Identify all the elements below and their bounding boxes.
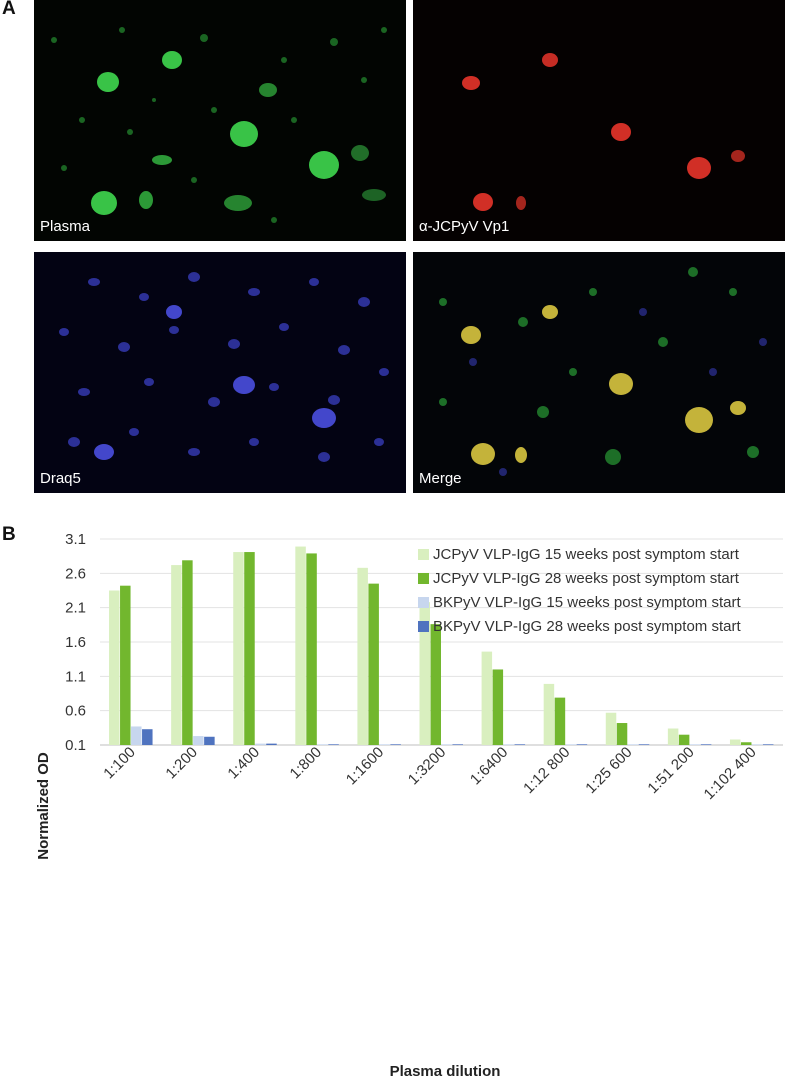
bar bbox=[762, 744, 774, 745]
bar bbox=[554, 697, 566, 745]
micrograph-caption: Merge bbox=[419, 470, 462, 487]
bar bbox=[131, 726, 142, 745]
plasma-stain-image bbox=[51, 27, 387, 223]
bar bbox=[390, 744, 401, 745]
x-tick-label: 1:200 bbox=[162, 744, 201, 783]
micrograph-merge: Merge bbox=[413, 252, 785, 493]
x-tick-label: 1:25 600 bbox=[582, 744, 635, 797]
bar bbox=[576, 744, 588, 745]
bar bbox=[729, 739, 741, 745]
bar bbox=[667, 728, 679, 745]
legend-label: JCPyV VLP-IgG 15 weeks post symptom star… bbox=[433, 546, 740, 563]
micrograph-caption: Draq5 bbox=[40, 470, 81, 487]
bar bbox=[751, 744, 763, 745]
y-tick-label: 0.1 bbox=[65, 737, 86, 754]
bar bbox=[481, 651, 493, 745]
legend-label: JCPyV VLP-IgG 28 weeks post symptom star… bbox=[433, 570, 740, 587]
bar bbox=[295, 546, 306, 745]
bar bbox=[503, 744, 515, 745]
micrograph-draq5: Draq5 bbox=[34, 252, 406, 493]
panel-b-label: B bbox=[2, 524, 16, 545]
bar bbox=[255, 743, 266, 745]
bar bbox=[328, 744, 339, 745]
bar bbox=[565, 744, 577, 745]
bar bbox=[357, 567, 368, 745]
od-bar-chart: 0.1 0.6 1.1 1.6 2.1 2.6 3.1 1:100 1:200 1:400 1:8… bbox=[35, 531, 783, 1079]
bar bbox=[317, 744, 328, 745]
legend-label: BKPyV VLP-IgG 28 weeks post symptom star… bbox=[433, 618, 741, 635]
bar bbox=[171, 565, 182, 745]
legend-swatch bbox=[418, 597, 429, 608]
x-tick-label: 1:800 bbox=[287, 744, 326, 783]
x-tick-label: 1:400 bbox=[224, 744, 263, 783]
micrograph-caption: α-JCPyV Vp1 bbox=[419, 218, 510, 235]
vp1-stain-image bbox=[462, 53, 745, 211]
micrograph-plasma: Plasma bbox=[34, 0, 406, 241]
y-tick-label: 1.6 bbox=[65, 634, 86, 651]
micrograph-vp1: α-JCPyV Vp1 bbox=[413, 0, 785, 241]
bar bbox=[605, 712, 617, 745]
x-tick-label: 1:51 200 bbox=[644, 744, 697, 797]
legend-swatch bbox=[418, 573, 429, 584]
x-tick-label: 1:6400 bbox=[467, 744, 511, 788]
bar bbox=[109, 590, 120, 745]
bar bbox=[379, 744, 390, 745]
x-axis-label: Plasma dilution bbox=[390, 1063, 501, 1079]
y-tick-label: 3.1 bbox=[65, 531, 86, 548]
y-tick-label: 0.6 bbox=[65, 703, 86, 720]
bar bbox=[266, 743, 277, 745]
y-tick-label: 2.1 bbox=[65, 600, 86, 617]
bar bbox=[514, 744, 526, 745]
bar bbox=[120, 585, 131, 745]
x-tick-label: 1:3200 bbox=[405, 744, 449, 788]
bar bbox=[193, 736, 204, 745]
bar bbox=[233, 552, 244, 745]
bar bbox=[368, 583, 379, 745]
bar bbox=[678, 734, 690, 745]
x-tick-label: 1:1600 bbox=[343, 744, 387, 788]
merge-stain-image bbox=[439, 267, 767, 476]
bar bbox=[689, 744, 701, 745]
panel-a-label: A bbox=[2, 0, 16, 19]
bar bbox=[306, 553, 317, 745]
y-axis-label: Normalized OD bbox=[35, 752, 52, 860]
bar bbox=[244, 552, 255, 745]
bar bbox=[740, 742, 752, 745]
bar bbox=[638, 744, 650, 745]
bar bbox=[142, 729, 153, 745]
legend-label: BKPyV VLP-IgG 15 weeks post symptom star… bbox=[433, 594, 741, 611]
x-tick-label: 1:100 bbox=[100, 744, 139, 783]
bar bbox=[441, 744, 452, 745]
bar bbox=[543, 683, 555, 745]
bar bbox=[616, 723, 628, 745]
bar bbox=[492, 669, 504, 745]
micrograph-caption: Plasma bbox=[40, 218, 91, 235]
legend-swatch bbox=[418, 549, 429, 560]
bar bbox=[204, 736, 215, 745]
bar bbox=[627, 744, 639, 745]
bar bbox=[182, 560, 193, 745]
bar bbox=[430, 624, 441, 745]
x-tick-label: 1:12 800 bbox=[520, 744, 573, 797]
y-tick-label: 1.1 bbox=[65, 668, 86, 685]
bar bbox=[419, 602, 430, 745]
legend-swatch bbox=[418, 621, 429, 632]
x-tick-label: 1:102 400 bbox=[701, 744, 760, 803]
y-tick-label: 2.6 bbox=[65, 565, 86, 582]
draq5-stain-image bbox=[59, 272, 389, 462]
bar bbox=[700, 744, 712, 745]
bar bbox=[452, 744, 463, 745]
